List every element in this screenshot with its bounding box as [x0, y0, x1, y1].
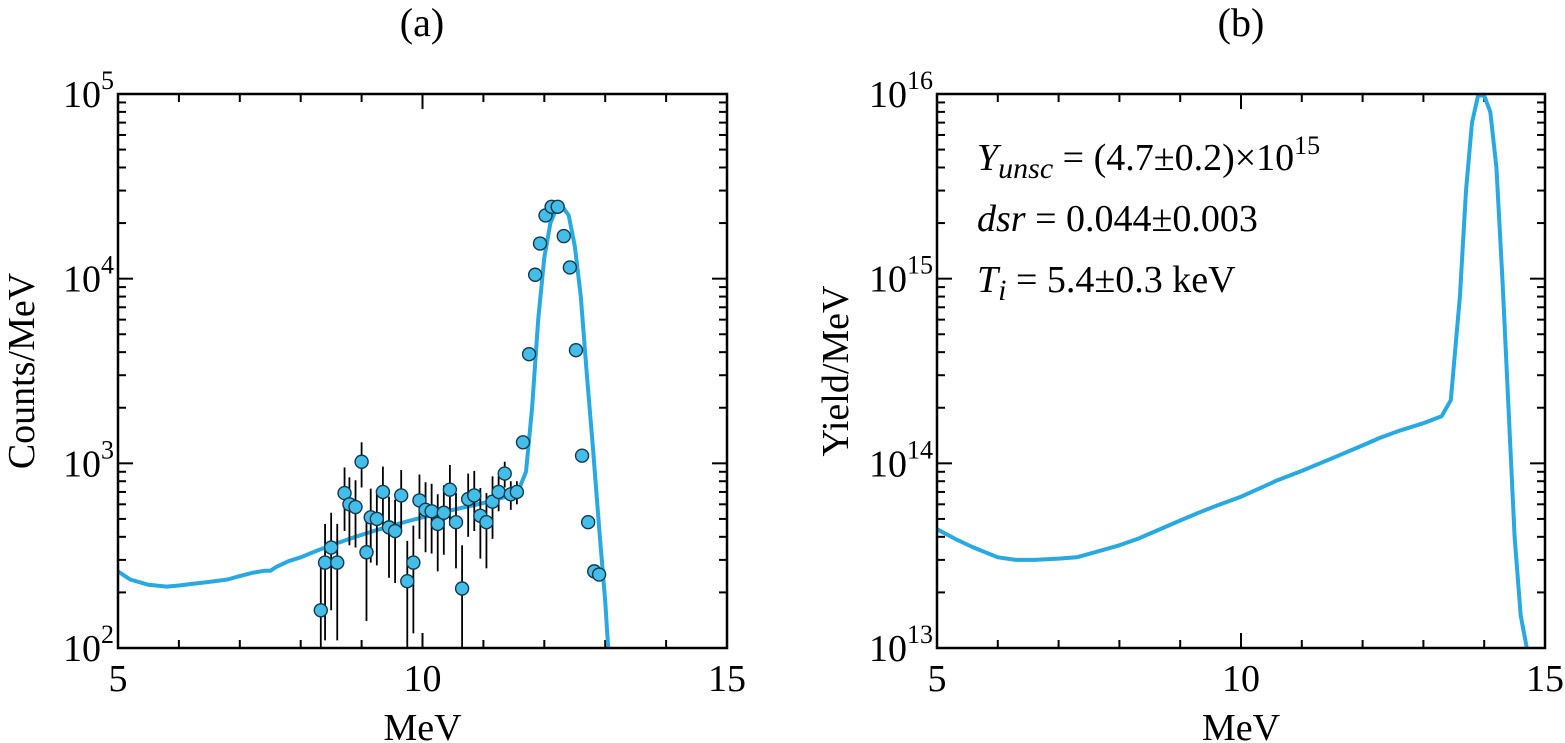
data-point — [424, 504, 439, 519]
data-point — [348, 499, 363, 515]
x-axis-label: MeV — [383, 707, 462, 743]
data-point — [479, 514, 494, 530]
x-tick-label: 10 — [404, 658, 442, 700]
x-axis-label: MeV — [1202, 707, 1281, 743]
data-point — [491, 484, 506, 500]
x-tick-label: 5 — [109, 658, 128, 700]
data-point — [556, 228, 571, 244]
data-point — [375, 484, 391, 500]
y-tick-label: 1015 — [869, 251, 933, 301]
data-point — [406, 555, 421, 570]
data-point — [568, 342, 584, 358]
y-tick-label: 1016 — [869, 66, 933, 116]
x-tick-label: 15 — [708, 658, 746, 700]
y-tick-label: 103 — [63, 435, 114, 485]
data-point — [574, 448, 590, 463]
series-line — [937, 94, 1529, 648]
axes-frame — [935, 92, 1547, 650]
data-point — [387, 523, 403, 539]
data-point — [448, 514, 464, 530]
data-point — [313, 603, 328, 618]
y-tick-label: 1014 — [869, 435, 933, 485]
data-point — [467, 488, 482, 503]
x-tick-label: 15 — [1526, 658, 1564, 700]
plot-area — [937, 94, 1529, 648]
axes-frame — [116, 92, 729, 650]
data-point — [436, 505, 452, 520]
y-axis-label: Counts/MeV — [1, 272, 43, 469]
y-axis-label: Yield/MeV — [815, 285, 857, 457]
annotation-line: dsr = 0.044±0.003 — [977, 198, 1258, 240]
data-point — [527, 267, 543, 282]
data-point — [580, 514, 596, 530]
data-point — [509, 484, 525, 500]
data-point — [369, 511, 385, 527]
data-point — [359, 545, 374, 560]
y-tick-label: 102 — [63, 620, 114, 670]
data-point — [562, 260, 578, 275]
data-point — [430, 516, 445, 532]
panel-label: (b) — [1218, 0, 1265, 45]
data-point — [521, 346, 537, 362]
data-point — [497, 466, 512, 481]
data-point — [591, 567, 607, 582]
data-point — [330, 555, 345, 570]
y-tick-label: 1013 — [869, 620, 933, 670]
x-tick-label: 5 — [928, 658, 947, 700]
data-point — [354, 454, 369, 469]
data-point — [393, 488, 409, 503]
y-tick-label: 104 — [63, 251, 114, 301]
x-tick-label: 10 — [1222, 658, 1260, 700]
data-point — [454, 581, 470, 596]
data-point — [400, 574, 415, 589]
panel-label: (a) — [400, 0, 444, 45]
annotation-line: Yunsc = (4.7±0.2)×1015 — [977, 131, 1320, 185]
plot-area — [118, 199, 611, 648]
y-tick-label: 105 — [63, 66, 114, 116]
data-point — [550, 199, 565, 215]
data-point — [323, 540, 339, 555]
data-point — [515, 435, 531, 450]
data-point — [532, 236, 548, 251]
data-point — [317, 555, 333, 570]
data-point — [442, 482, 458, 497]
annotation-line: Ti = 5.4±0.3 keV — [977, 259, 1236, 307]
chart-panel-a: (a) 102 103 104 105 5 10 15 MeV Counts/MeV — [1, 0, 746, 743]
